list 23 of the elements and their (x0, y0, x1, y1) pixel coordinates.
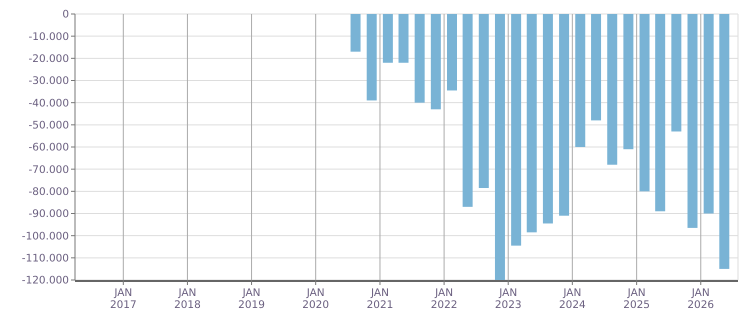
x-tick-label: JAN 2023 (494, 287, 522, 312)
x-tick-label: JAN 2021 (366, 287, 394, 312)
y-tick-label: -120.000 (22, 274, 69, 287)
y-tick-label: 0 (62, 8, 69, 21)
y-tick-label: -60.000 (28, 142, 69, 154)
x-tick-label: JAN 2025 (623, 287, 650, 312)
x-tick-label: JAN 2022 (430, 287, 458, 312)
x-tick-label: JAN 2017 (110, 287, 137, 312)
y-tick-label: -100.000 (22, 230, 69, 242)
x-tick-label: JAN 2020 (302, 287, 330, 312)
y-tick-label: -110.000 (22, 252, 69, 265)
x-tick-label: JAN 2026 (687, 287, 714, 312)
y-tick-label: -90.000 (28, 208, 69, 220)
y-tick-label: -10.000 (28, 30, 69, 43)
x-tick-label: JAN 2018 (174, 287, 201, 312)
y-tick-label: -20.000 (28, 53, 69, 66)
x-tick-label: JAN 2019 (238, 287, 265, 312)
x-tick-label: JAN 2024 (558, 287, 586, 312)
y-tick-label: -50.000 (28, 120, 69, 132)
y-tick-label: -30.000 (28, 75, 69, 88)
y-tick-label: -70.000 (28, 164, 69, 176)
y-tick-label: -80.000 (28, 186, 69, 198)
y-tick-label: -40.000 (28, 97, 69, 110)
